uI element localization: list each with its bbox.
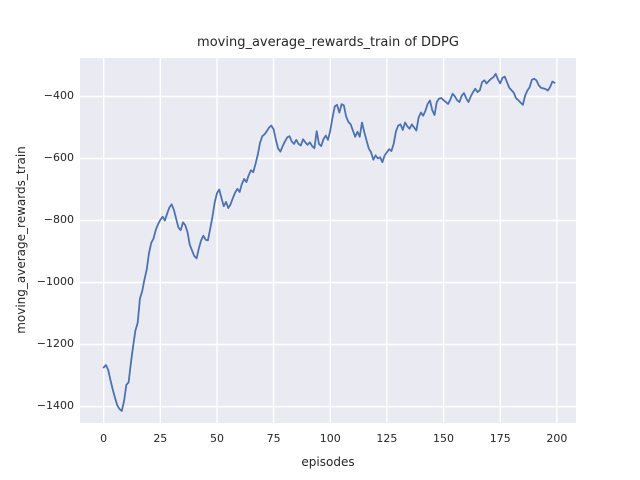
- plot-area: [80, 58, 576, 423]
- x-tick-label: 50: [209, 432, 224, 445]
- chart-title: moving_average_rewards_train of DDPG: [197, 35, 459, 50]
- x-tick-label: 25: [153, 432, 168, 445]
- y-tick-label: −400: [43, 88, 74, 102]
- x-tick-label: 100: [319, 432, 341, 445]
- series-line: [102, 72, 556, 412]
- x-tick-label: 150: [433, 432, 455, 445]
- x-tick-label: 0: [100, 432, 108, 445]
- x-tick-label: 200: [546, 432, 568, 445]
- y-tick-label: −1200: [36, 337, 74, 351]
- x-tick-label: 125: [376, 432, 398, 445]
- x-axis-label: episodes: [301, 455, 355, 469]
- x-tick-label: 75: [266, 432, 281, 445]
- y-tick-label: −600: [43, 150, 74, 164]
- x-tick-label: 175: [489, 432, 511, 445]
- y-tick-label: −1400: [36, 399, 74, 413]
- y-tick-label: −800: [43, 212, 74, 226]
- y-tick-label: −1000: [36, 275, 74, 289]
- y-axis-label: moving_average_rewards_train: [14, 146, 28, 334]
